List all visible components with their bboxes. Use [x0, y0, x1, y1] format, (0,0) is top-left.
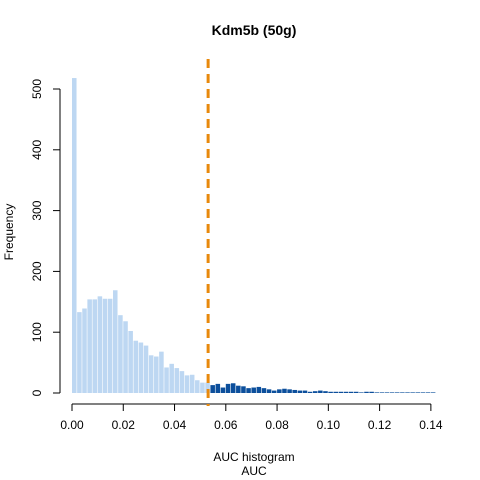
y-tick-label: 400 — [30, 139, 44, 159]
histogram-bar — [287, 389, 292, 393]
histogram-bar — [328, 391, 333, 393]
histogram-bars — [72, 78, 436, 393]
histogram-bar — [154, 356, 159, 393]
y-axis: 0 100 200 300 400 500 — [30, 79, 61, 396]
histogram-bar — [220, 387, 226, 393]
histogram-bar — [77, 312, 82, 393]
histogram-bar — [195, 380, 200, 393]
x-tick-label: 0.02 — [112, 418, 136, 432]
histogram-bar — [107, 298, 113, 393]
histogram-bar — [133, 340, 139, 393]
histogram-bar — [405, 392, 410, 393]
histogram-bar — [282, 388, 287, 393]
histogram-bar — [251, 387, 256, 393]
y-tick-label: 500 — [30, 79, 44, 99]
y-tick-label: 0 — [30, 389, 44, 396]
x-tick-label: 0.08 — [265, 418, 289, 432]
histogram-bar — [348, 391, 354, 393]
histogram-bar — [374, 392, 380, 393]
y-tick-label: 200 — [30, 261, 44, 281]
histogram-bar — [333, 391, 338, 393]
histogram-bar — [343, 391, 349, 393]
x-tick-label: 0.14 — [419, 418, 443, 432]
histogram-bar — [189, 374, 195, 393]
histogram-bar — [113, 290, 118, 393]
histogram-bar — [359, 392, 364, 393]
histogram-bar — [389, 392, 395, 393]
chart-title: Kdm5b (50g) — [212, 22, 297, 38]
histogram-bar — [215, 383, 221, 393]
histogram-bar — [200, 382, 205, 393]
histogram-bar — [205, 382, 210, 393]
histogram-bar — [410, 392, 415, 393]
histogram-bar — [72, 78, 77, 393]
histogram-bar — [148, 355, 154, 393]
histogram-bar — [415, 392, 421, 393]
histogram-bar — [236, 385, 241, 393]
x-axis: 0.00 0.02 0.04 0.06 0.08 0.10 0.12 0.14 — [60, 403, 443, 432]
histogram-bar — [271, 390, 277, 393]
x-tick-label: 0.00 — [60, 418, 84, 432]
histogram-bar — [143, 345, 149, 393]
histogram-bar — [102, 298, 108, 393]
x-axis-label-line1: AUC histogram — [213, 450, 294, 464]
histogram-bar — [297, 390, 303, 393]
x-tick-label: 0.12 — [368, 418, 392, 432]
histogram-bar — [307, 391, 313, 393]
histogram-bar — [364, 391, 369, 393]
histogram-bar — [169, 363, 174, 393]
histogram-bar — [266, 389, 272, 393]
histogram-bar — [312, 391, 318, 393]
histogram-bar — [92, 299, 98, 393]
x-tick-label: 0.10 — [317, 418, 341, 432]
histogram-bar — [384, 392, 390, 393]
histogram-bar — [256, 386, 262, 393]
histogram-bar — [430, 392, 436, 393]
histogram-bar — [261, 388, 267, 393]
x-tick-label: 0.06 — [214, 418, 238, 432]
x-tick-label: 0.04 — [163, 418, 187, 432]
histogram-bar — [159, 351, 164, 393]
histogram-bar — [292, 389, 297, 393]
histogram-bar — [164, 367, 169, 393]
histogram-bar — [230, 383, 236, 393]
histogram-bar — [323, 391, 328, 393]
histogram-bar — [318, 390, 323, 393]
histogram-bar — [302, 390, 308, 393]
histogram-bar — [184, 375, 190, 393]
y-tick-label: 300 — [30, 200, 44, 220]
x-axis-label-line2: AUC — [241, 464, 267, 478]
histogram-bar — [123, 321, 128, 393]
histogram-bar — [225, 383, 231, 393]
histogram-bar — [420, 392, 426, 393]
y-axis-label: Frequency — [2, 204, 16, 261]
histogram-bar — [118, 315, 123, 393]
histogram-bar — [425, 392, 431, 393]
histogram-bar — [379, 392, 385, 393]
y-tick-label: 100 — [30, 322, 44, 342]
histogram-bar — [210, 385, 215, 393]
histogram-bar — [97, 296, 103, 393]
histogram-bar — [246, 388, 251, 393]
histogram-bar — [179, 371, 185, 393]
histogram-bar — [128, 330, 133, 393]
histogram-bar — [138, 342, 144, 393]
histogram-bar — [174, 368, 180, 393]
histogram-bar — [400, 392, 405, 393]
histogram-bar — [369, 391, 374, 393]
histogram-bar — [82, 308, 87, 393]
histogram-bar — [338, 391, 344, 393]
histogram-bar — [394, 392, 400, 393]
histogram-bar — [87, 299, 92, 393]
histogram-bar — [277, 389, 282, 393]
histogram-bar — [353, 391, 359, 393]
histogram-bar — [241, 386, 246, 393]
